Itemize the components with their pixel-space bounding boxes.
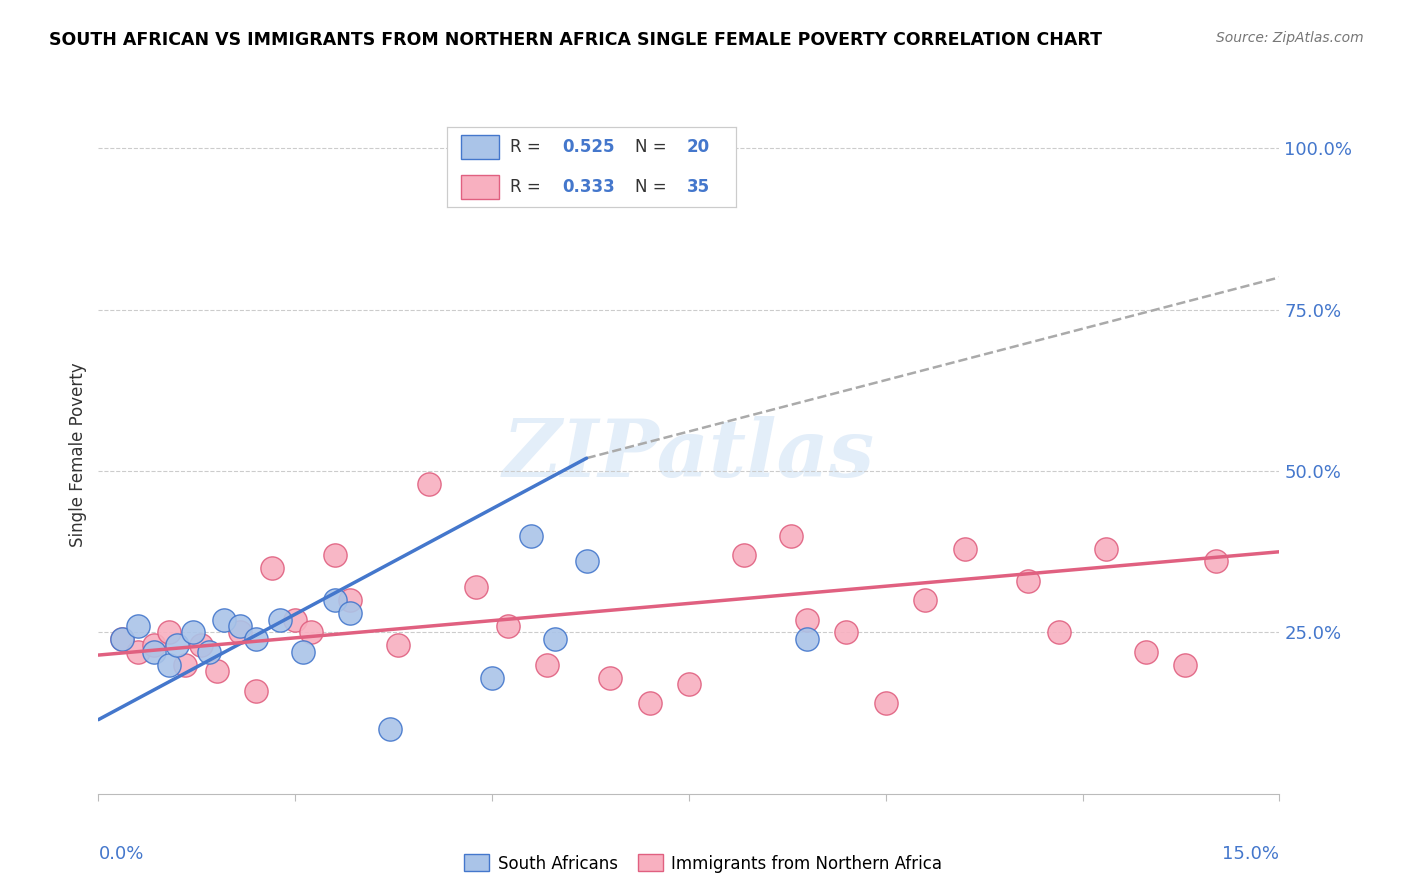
Point	[835, 625, 858, 640]
Point	[1017, 574, 1039, 588]
Point	[190, 639, 212, 653]
Point	[166, 639, 188, 653]
Point	[260, 561, 283, 575]
Point	[299, 625, 322, 640]
Point	[780, 528, 803, 542]
Point	[142, 645, 165, 659]
Point	[481, 671, 503, 685]
Point	[111, 632, 134, 646]
Point	[339, 606, 361, 620]
Point	[678, 677, 700, 691]
Text: 15.0%: 15.0%	[1222, 845, 1279, 863]
Text: 0.0%: 0.0%	[98, 845, 143, 863]
Point	[1174, 657, 1197, 672]
Point	[953, 541, 976, 556]
Point	[174, 657, 197, 672]
Point	[1095, 541, 1118, 556]
Point	[733, 548, 755, 562]
Point	[599, 671, 621, 685]
Text: ZIPatlas: ZIPatlas	[503, 417, 875, 493]
Point	[142, 639, 165, 653]
Point	[796, 632, 818, 646]
Point	[111, 632, 134, 646]
Point	[323, 593, 346, 607]
Point	[157, 625, 180, 640]
Point	[205, 664, 228, 678]
Point	[157, 657, 180, 672]
Point	[229, 625, 252, 640]
Point	[181, 625, 204, 640]
Point	[1135, 645, 1157, 659]
Point	[339, 593, 361, 607]
Y-axis label: Single Female Poverty: Single Female Poverty	[69, 363, 87, 547]
Point	[575, 554, 598, 568]
Point	[1047, 625, 1070, 640]
Legend: South Africans, Immigrants from Northern Africa: South Africans, Immigrants from Northern…	[457, 847, 949, 880]
Point	[796, 613, 818, 627]
Point	[127, 619, 149, 633]
Point	[638, 697, 661, 711]
Point	[465, 580, 488, 594]
Point	[544, 632, 567, 646]
Point	[245, 632, 267, 646]
Point	[197, 645, 219, 659]
Point	[127, 645, 149, 659]
Point	[914, 593, 936, 607]
Point	[1205, 554, 1227, 568]
Text: Source: ZipAtlas.com: Source: ZipAtlas.com	[1216, 31, 1364, 45]
Point	[284, 613, 307, 627]
Point	[323, 548, 346, 562]
Point	[229, 619, 252, 633]
Point	[387, 639, 409, 653]
Point	[496, 619, 519, 633]
Point	[418, 477, 440, 491]
Point	[214, 613, 236, 627]
Point	[292, 645, 315, 659]
Text: SOUTH AFRICAN VS IMMIGRANTS FROM NORTHERN AFRICA SINGLE FEMALE POVERTY CORRELATI: SOUTH AFRICAN VS IMMIGRANTS FROM NORTHER…	[49, 31, 1102, 49]
Point	[536, 657, 558, 672]
Point	[269, 613, 291, 627]
Point	[378, 723, 401, 737]
Point	[520, 528, 543, 542]
Point	[875, 697, 897, 711]
Point	[245, 683, 267, 698]
